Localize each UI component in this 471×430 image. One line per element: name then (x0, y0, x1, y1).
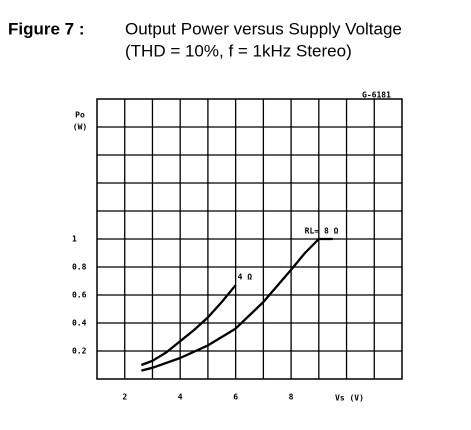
series-line (141, 237, 333, 372)
y-tick-label: 0.2 (72, 347, 87, 356)
x-tick-label: 4 (178, 393, 183, 402)
series-label: 4 Ω (238, 273, 253, 282)
chart-subtitle: (THD = 10%, f = 1kHz Stereo) (125, 41, 352, 60)
figure-label: Figure 7 : (8, 19, 85, 38)
y-label: Po (75, 111, 85, 120)
x-tick-label: 2 (122, 393, 127, 402)
y-unit: (W) (73, 123, 87, 132)
x-label: Vs (V) (335, 394, 364, 403)
x-tick-label: 6 (233, 393, 238, 402)
y-tick-label: 0.8 (72, 263, 87, 272)
y-tick-label: 1 (72, 235, 77, 244)
series-line (140, 284, 237, 367)
series-label: RL= 8 Ω (305, 227, 339, 236)
plot-frame (96, 98, 403, 380)
y-tick-label: 0.4 (72, 319, 87, 328)
figure-code: G-6181 (362, 91, 391, 100)
y-tick-label: 0.6 (72, 291, 87, 300)
x-tick-label: 8 (289, 393, 294, 402)
chart-title: Output Power versus Supply Voltage (125, 19, 402, 38)
